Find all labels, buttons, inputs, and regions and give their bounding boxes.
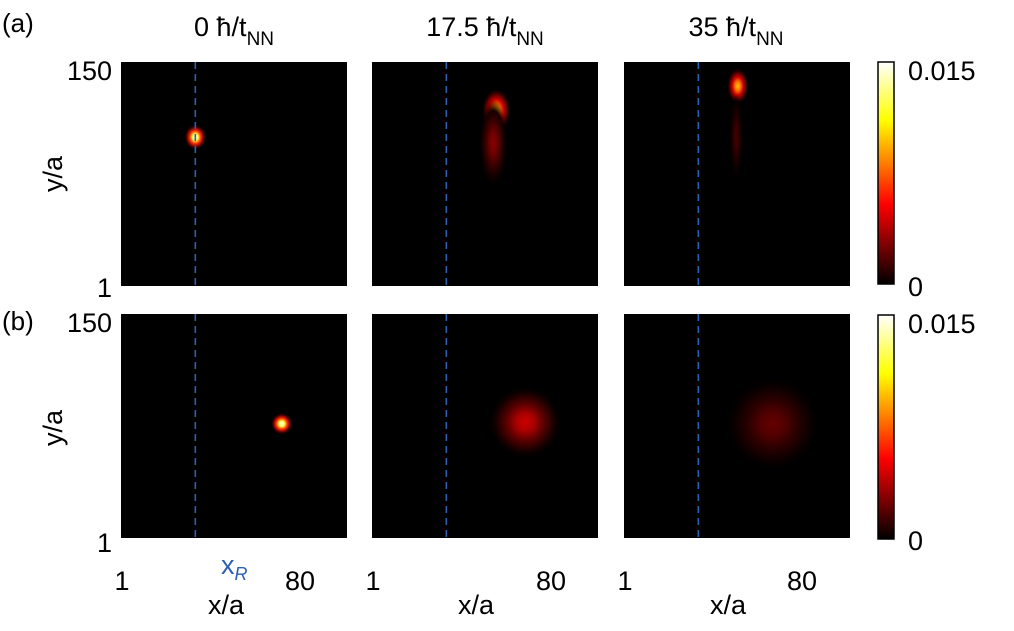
y-tick-bottom-a: 1 xyxy=(97,273,112,303)
col-title-2-sub: NN xyxy=(756,29,783,50)
density-blob xyxy=(728,93,744,181)
y-axis-label-a: y/a xyxy=(38,155,68,192)
y-axis-label-b: y/a xyxy=(38,409,68,446)
heatmap-panel-a-1 xyxy=(372,62,598,286)
x-axis-label-col1: x/a xyxy=(458,590,495,620)
colorbar-b: 0.015 0 xyxy=(877,309,976,556)
col-title-1: 17.5 ħ/tNN xyxy=(426,12,544,50)
x-ref-label: xR xyxy=(221,550,248,584)
col-title-2-unit: ħ/t xyxy=(726,12,757,42)
col-title-0: 0 ħ/tNN xyxy=(194,12,274,50)
heatmap-panel-b-0 xyxy=(121,314,347,538)
col-title-0-value: 0 xyxy=(194,12,209,42)
x-ref-label-main: x xyxy=(221,550,235,580)
col-title-0-unit: ħ/t xyxy=(217,12,248,42)
x-tick-1-col2: 1 xyxy=(617,566,632,596)
col-title-1-unit: ħ/t xyxy=(486,12,517,42)
x-tick-1-col0: 1 xyxy=(114,566,129,596)
svg-text:35 ħ/tNN: 35 ħ/tNN xyxy=(688,12,783,50)
colorbar-a-max: 0.015 xyxy=(908,56,976,86)
col-title-1-sub: NN xyxy=(516,29,543,50)
x-axis-label-col2: x/a xyxy=(710,590,747,620)
colorbar-a-min: 0 xyxy=(908,272,923,302)
density-blob xyxy=(726,68,749,105)
density-blob xyxy=(725,376,820,471)
panel-background xyxy=(121,314,347,538)
col-title-0-sub: NN xyxy=(247,29,274,50)
x-tick-1-col1: 1 xyxy=(365,566,380,596)
heatmap-panel-a-2 xyxy=(624,62,850,286)
heatmap-panel-b-2 xyxy=(624,314,850,538)
y-tick-top-a: 150 xyxy=(67,56,112,86)
colorbar-a: 0.015 0 xyxy=(877,56,976,302)
x-tick-80-col1: 80 xyxy=(536,566,566,596)
colorbar-b-min: 0 xyxy=(908,526,923,556)
heatmap-panels xyxy=(121,62,850,538)
svg-text:0 ħ/tNN: 0 ħ/tNN xyxy=(194,12,274,50)
heatmap-panel-a-0 xyxy=(121,62,347,286)
density-blob xyxy=(270,412,293,435)
heatmap-panel-b-1 xyxy=(372,314,598,538)
x-tick-80-col2: 80 xyxy=(787,566,817,596)
colorbar-b-max: 0.015 xyxy=(908,309,976,339)
y-tick-bottom-b: 1 xyxy=(97,528,112,558)
density-blob xyxy=(488,386,562,459)
col-title-1-value: 17.5 xyxy=(426,12,479,42)
svg-text:17.5 ħ/tNN: 17.5 ħ/tNN xyxy=(426,12,544,50)
panel-label-b: (b) xyxy=(2,306,34,336)
x-axis-label-col0: x/a xyxy=(208,590,245,620)
density-blob xyxy=(478,99,508,187)
panel-background xyxy=(121,62,347,286)
x-ref-label-sub: R xyxy=(235,564,248,584)
col-title-2-value: 35 xyxy=(688,12,718,42)
col-title-2: 35 ħ/tNN xyxy=(688,12,783,50)
x-tick-80-col0: 80 xyxy=(285,566,315,596)
panel-background xyxy=(372,314,598,538)
panel-label-a: (a) xyxy=(2,8,34,38)
y-tick-top-b: 150 xyxy=(67,308,112,338)
